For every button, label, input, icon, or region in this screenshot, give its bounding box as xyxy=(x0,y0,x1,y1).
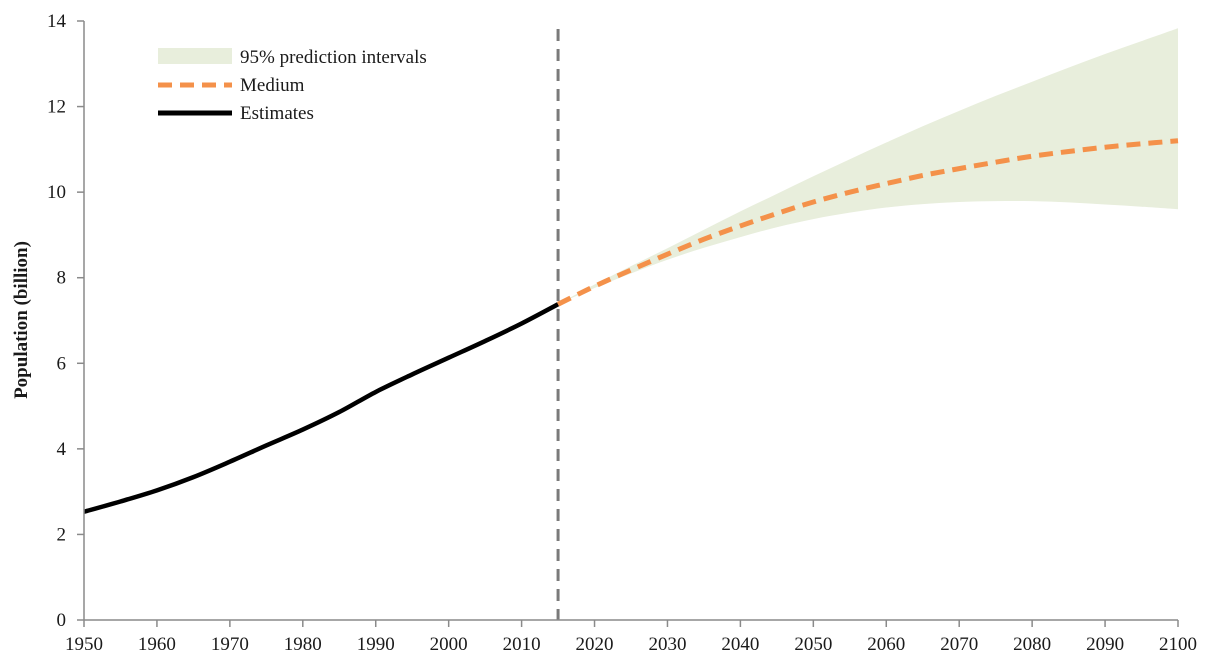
x-tick-label: 2060 xyxy=(867,634,905,655)
axes xyxy=(77,20,1179,627)
legend-label: Estimates xyxy=(240,103,314,124)
y-tick-label: 10 xyxy=(47,182,66,203)
x-tick-label: 2030 xyxy=(648,634,686,655)
x-tick-label: 2080 xyxy=(1013,634,1051,655)
legend: 95% prediction intervals Medium Estimates xyxy=(158,47,427,124)
x-tick-label: 2090 xyxy=(1086,634,1124,655)
y-tick-label: 6 xyxy=(57,353,67,374)
x-tick-label: 2100 xyxy=(1159,634,1197,655)
series-line-layer xyxy=(83,138,1179,514)
y-tick-label: 12 xyxy=(47,97,66,118)
series-line-estimates xyxy=(83,302,560,514)
x-tick-label: 1950 xyxy=(65,634,103,655)
x-tick-label: 2070 xyxy=(940,634,978,655)
tick-labels: 0 2 4 6 8 10 12 14 1950 1960 1970 1980 1990 2000 2010 2… xyxy=(47,11,1197,655)
x-tick-label: 2000 xyxy=(430,634,468,655)
legend-swatch-band xyxy=(158,48,232,64)
x-tick-label: 2020 xyxy=(576,634,614,655)
prediction-band-layer xyxy=(558,28,1178,305)
y-axis-title: Population (billion) xyxy=(11,241,32,399)
y-tick-label: 14 xyxy=(47,11,67,32)
x-tick-label: 1970 xyxy=(211,634,249,655)
series-line-medium xyxy=(556,138,1179,307)
x-tick-label: 1980 xyxy=(284,634,322,655)
x-tick-label: 1990 xyxy=(357,634,395,655)
prediction-interval-band xyxy=(558,28,1178,305)
legend-label: Medium xyxy=(240,75,305,96)
x-tick-label: 2050 xyxy=(794,634,832,655)
x-tick-label: 2010 xyxy=(503,634,541,655)
y-tick-label: 0 xyxy=(57,610,67,631)
y-tick-label: 2 xyxy=(57,524,67,545)
y-tick-label: 4 xyxy=(57,439,67,460)
legend-label: 95% prediction intervals xyxy=(240,47,427,68)
y-tick-label: 8 xyxy=(57,268,67,289)
x-tick-label: 1960 xyxy=(138,634,176,655)
x-tick-label: 2040 xyxy=(721,634,759,655)
